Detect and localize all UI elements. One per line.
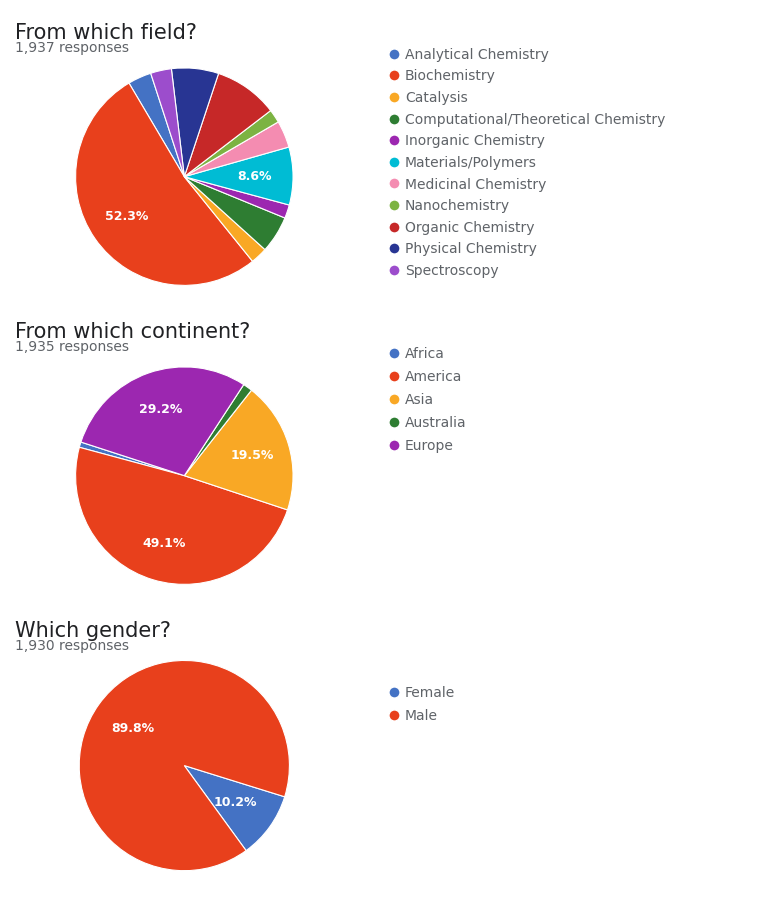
- Wedge shape: [75, 448, 287, 584]
- Wedge shape: [79, 442, 184, 476]
- Legend: Female, Male: Female, Male: [391, 687, 455, 724]
- Wedge shape: [129, 73, 184, 177]
- Wedge shape: [79, 660, 290, 871]
- Wedge shape: [184, 111, 278, 177]
- Wedge shape: [184, 177, 290, 218]
- Wedge shape: [75, 83, 253, 285]
- Text: 89.8%: 89.8%: [111, 722, 154, 736]
- Wedge shape: [184, 766, 285, 851]
- Wedge shape: [81, 367, 243, 476]
- Wedge shape: [184, 390, 293, 510]
- Text: 1,930 responses: 1,930 responses: [15, 639, 129, 652]
- Text: 19.5%: 19.5%: [230, 448, 273, 462]
- Wedge shape: [184, 147, 293, 205]
- Wedge shape: [184, 384, 251, 476]
- Text: 8.6%: 8.6%: [238, 169, 272, 183]
- Text: Which gender?: Which gender?: [15, 621, 171, 641]
- Text: 49.1%: 49.1%: [142, 537, 186, 550]
- Text: From which field?: From which field?: [15, 23, 197, 43]
- Wedge shape: [171, 68, 219, 177]
- Text: 52.3%: 52.3%: [104, 210, 148, 224]
- Text: 10.2%: 10.2%: [214, 795, 257, 809]
- Wedge shape: [184, 177, 285, 249]
- Text: 1,937 responses: 1,937 responses: [15, 41, 129, 54]
- Text: 1,935 responses: 1,935 responses: [15, 340, 129, 353]
- Wedge shape: [184, 73, 270, 177]
- Text: From which continent?: From which continent?: [15, 322, 250, 342]
- Wedge shape: [184, 122, 289, 177]
- Wedge shape: [151, 69, 184, 177]
- Text: 29.2%: 29.2%: [139, 402, 183, 416]
- Legend: Africa, America, Asia, Australia, Europe: Africa, America, Asia, Australia, Europe: [391, 347, 466, 453]
- Wedge shape: [184, 177, 265, 261]
- Legend: Analytical Chemistry, Biochemistry, Catalysis, Computational/Theoretical Chemist: Analytical Chemistry, Biochemistry, Cata…: [391, 48, 665, 278]
